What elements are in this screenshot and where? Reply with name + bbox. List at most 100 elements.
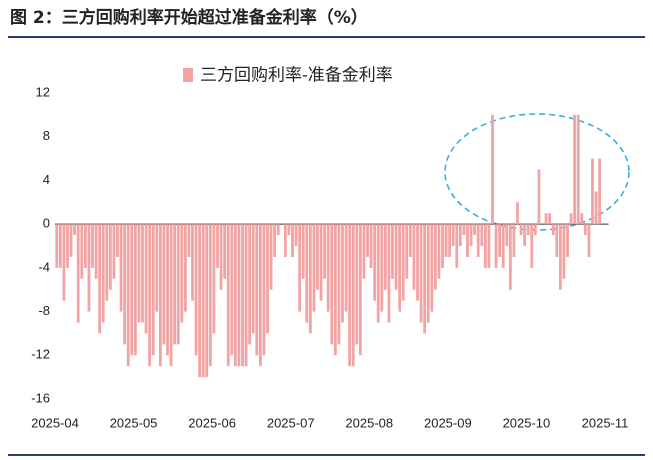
bar bbox=[469, 224, 473, 246]
y-tick-label: 4 bbox=[43, 172, 50, 187]
bar bbox=[101, 224, 105, 323]
bar bbox=[205, 224, 209, 378]
bar bbox=[98, 224, 102, 334]
bar bbox=[119, 224, 123, 312]
bar bbox=[376, 224, 380, 323]
bar bbox=[133, 224, 137, 356]
bar bbox=[505, 224, 509, 246]
bar bbox=[412, 224, 416, 290]
bar bbox=[305, 224, 309, 323]
bar bbox=[569, 213, 573, 225]
bar bbox=[583, 224, 587, 236]
bar bbox=[241, 224, 244, 367]
bar bbox=[508, 224, 512, 290]
x-tick-label: 2025-05 bbox=[110, 415, 158, 430]
bar bbox=[373, 224, 377, 301]
bar bbox=[587, 224, 591, 257]
bar bbox=[216, 224, 219, 268]
bar bbox=[126, 224, 130, 367]
x-tick-label: 2025-04 bbox=[31, 415, 79, 430]
bar bbox=[398, 224, 402, 312]
bar bbox=[158, 224, 162, 367]
bar bbox=[116, 224, 119, 257]
bar bbox=[251, 224, 255, 334]
bar bbox=[144, 224, 148, 334]
x-tick-label: 2025-11 bbox=[582, 415, 629, 430]
bar bbox=[130, 224, 134, 356]
bar bbox=[501, 224, 505, 268]
bar bbox=[316, 224, 319, 290]
bar bbox=[526, 224, 530, 236]
bar bbox=[326, 224, 330, 312]
y-tick-label: 8 bbox=[43, 128, 50, 143]
bar bbox=[219, 224, 223, 290]
bar bbox=[83, 224, 87, 268]
bar bbox=[476, 224, 480, 257]
bar bbox=[137, 224, 141, 323]
bar bbox=[358, 224, 362, 356]
bar bbox=[576, 114, 580, 225]
bar bbox=[233, 224, 237, 367]
bar bbox=[444, 224, 448, 257]
bar bbox=[173, 224, 177, 345]
bar bbox=[451, 224, 455, 246]
bar bbox=[269, 224, 273, 290]
bar bbox=[155, 224, 159, 312]
bar bbox=[105, 224, 109, 301]
bar bbox=[201, 224, 205, 378]
bar bbox=[573, 114, 577, 225]
bar bbox=[426, 224, 430, 323]
bar bbox=[198, 224, 202, 378]
bar bbox=[330, 224, 334, 345]
bar bbox=[183, 224, 187, 312]
bar bbox=[344, 224, 348, 312]
bar bbox=[308, 224, 312, 334]
bar bbox=[223, 224, 227, 279]
bar bbox=[433, 224, 437, 290]
bar bbox=[69, 224, 73, 257]
y-tick-label: 0 bbox=[43, 216, 50, 231]
bar bbox=[555, 224, 559, 257]
bar bbox=[437, 224, 441, 279]
bar bbox=[351, 224, 355, 367]
bar bbox=[94, 224, 98, 279]
bar bbox=[141, 224, 144, 323]
bar bbox=[530, 224, 534, 268]
bar bbox=[580, 213, 584, 225]
bar bbox=[212, 224, 216, 334]
y-tick-label: -12 bbox=[31, 347, 50, 362]
bar bbox=[112, 224, 116, 279]
bar bbox=[548, 213, 552, 225]
bar bbox=[519, 224, 523, 236]
bar bbox=[298, 224, 302, 312]
bar bbox=[391, 224, 394, 279]
bar bbox=[416, 224, 419, 301]
bar bbox=[516, 202, 519, 225]
bar bbox=[169, 224, 173, 367]
bar bbox=[533, 224, 537, 236]
y-tick-label: -4 bbox=[38, 259, 50, 274]
bar bbox=[323, 224, 327, 279]
bar bbox=[255, 224, 259, 356]
x-tick-label: 2025-08 bbox=[345, 415, 393, 430]
bar bbox=[66, 224, 69, 268]
bar bbox=[176, 224, 180, 345]
bar bbox=[369, 224, 373, 268]
highlight-ellipse bbox=[444, 113, 630, 231]
bar bbox=[226, 224, 230, 367]
bar bbox=[408, 224, 412, 257]
y-tick-label: -16 bbox=[31, 390, 50, 405]
bar bbox=[194, 224, 198, 356]
bar bbox=[458, 224, 462, 246]
bar bbox=[294, 224, 298, 246]
bar bbox=[366, 224, 369, 257]
y-tick-label: -8 bbox=[38, 303, 50, 318]
bar bbox=[462, 224, 466, 236]
bar bbox=[291, 224, 294, 257]
bar bbox=[562, 224, 566, 279]
bar bbox=[551, 224, 555, 236]
bar bbox=[466, 224, 469, 257]
bar bbox=[483, 224, 487, 268]
bar bbox=[355, 224, 359, 345]
